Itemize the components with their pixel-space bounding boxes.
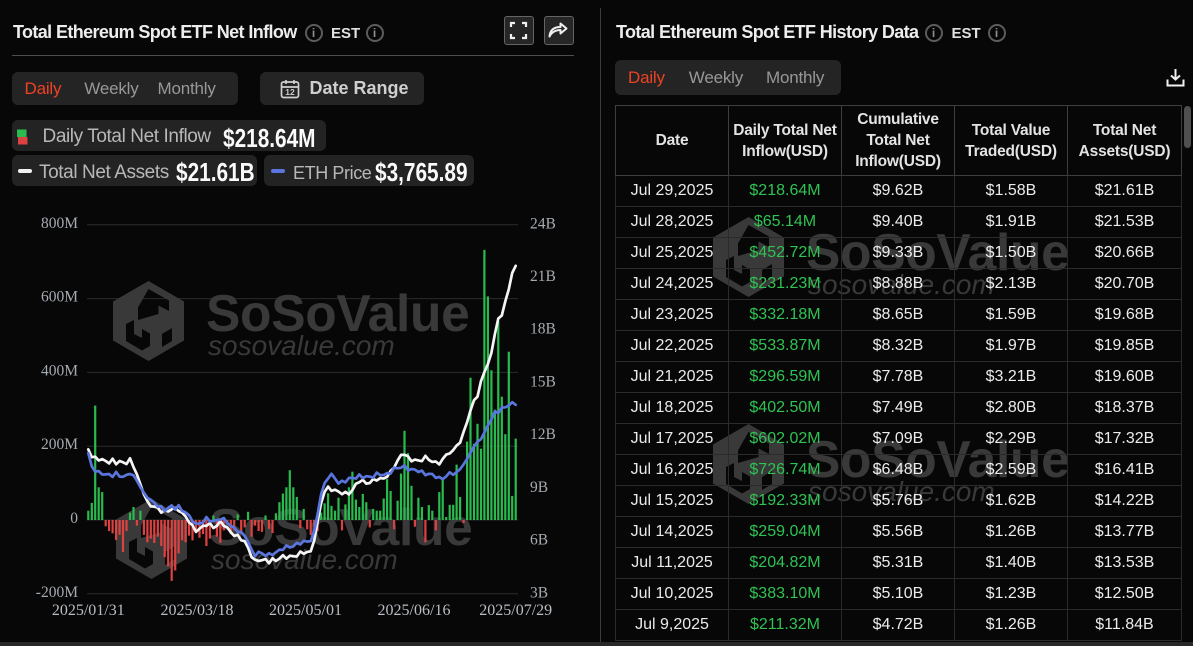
svg-text:2025/05/01: 2025/05/01 — [269, 602, 342, 619]
svg-text:600M: 600M — [41, 289, 78, 306]
svg-text:12: 12 — [285, 87, 295, 97]
svg-text:9B: 9B — [530, 479, 548, 496]
svg-text:200M: 200M — [41, 436, 78, 453]
svg-text:SoSoValue: SoSoValue — [206, 284, 469, 342]
svg-text:2025/06/16: 2025/06/16 — [378, 602, 451, 619]
svg-text:24B: 24B — [530, 215, 556, 232]
svg-text:21B: 21B — [530, 268, 556, 285]
svg-text:sosovalue.com: sosovalue.com — [808, 269, 995, 300]
svg-text:18B: 18B — [530, 321, 556, 338]
svg-text:3B: 3B — [530, 584, 548, 601]
svg-text:SoSoValue: SoSoValue — [806, 223, 1069, 281]
svg-text:12B: 12B — [530, 426, 556, 443]
svg-text:15B: 15B — [530, 373, 556, 390]
svg-text:sosovalue.com: sosovalue.com — [808, 476, 995, 507]
svg-text:-200M: -200M — [36, 584, 78, 601]
svg-text:2025/01/31: 2025/01/31 — [52, 602, 125, 619]
svg-text:sosovalue.com: sosovalue.com — [211, 544, 398, 575]
svg-text:0: 0 — [70, 510, 78, 527]
svg-text:400M: 400M — [41, 362, 78, 379]
svg-text:6B: 6B — [530, 532, 548, 549]
svg-text:sosovalue.com: sosovalue.com — [208, 330, 395, 361]
svg-text:2025/07/29: 2025/07/29 — [479, 602, 552, 619]
svg-text:800M: 800M — [41, 215, 78, 232]
svg-text:SoSoValue: SoSoValue — [806, 430, 1069, 488]
svg-text:2025/03/18: 2025/03/18 — [161, 602, 234, 619]
